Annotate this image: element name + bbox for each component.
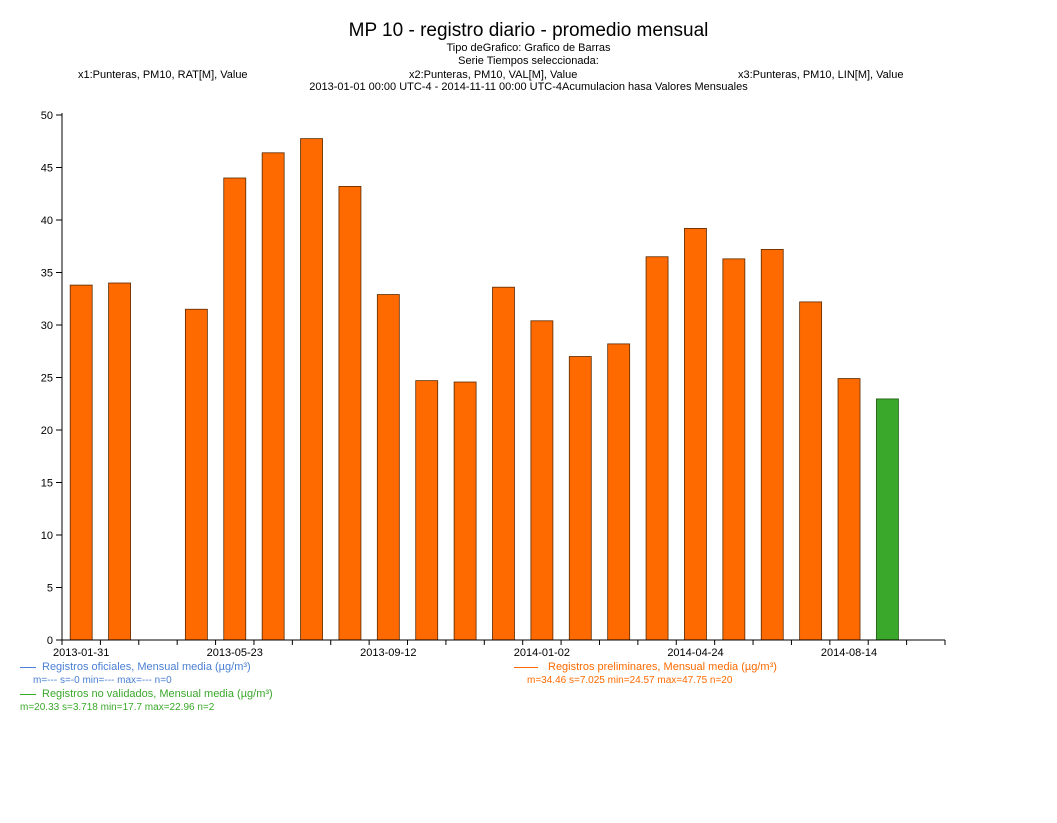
y-tick-label-40: 40 [41,215,53,227]
series-x3-label: x3:Punteras, PM10, LIN[M], Value [738,69,904,81]
bar-preliminary-2013-06 [261,152,285,641]
bar-preliminary-2014-02 [568,356,592,641]
bar-preliminary-2014-05 [684,227,707,641]
x-tick-label-2013-09-12: 2013-09-12 [360,647,416,659]
series-x2-label: x2:Punteras, PM10, VAL[M], Value [409,69,578,81]
x-tick-label-2013-05-23: 2013-05-23 [207,647,263,659]
x-tick-label-2014-04-24: 2014-04-24 [667,647,723,659]
series-x1-label: x1:Punteras, PM10, RAT[M], Value [78,69,248,81]
bar-preliminary-2014-04 [645,256,669,641]
x-tick-label-2013-01-31: 2013-01-31 [53,647,109,659]
bar-preliminary-2014-09 [837,378,861,641]
legend-official-label: Registros oficiales, Mensual media (µg/m… [42,661,251,673]
bar-preliminary-2014-06 [722,258,746,641]
bar-preliminary-2013-08 [338,185,362,641]
y-tick-label-35: 35 [41,268,53,280]
bar-preliminary-2013-04 [184,308,208,641]
series-selected-line: Serie Tiempos seleccionada: [458,55,599,67]
y-tick-label-5: 5 [47,583,53,595]
bar-preliminary-2013-07 [300,138,323,641]
legend-official: Registros oficiales, Mensual media (µg/m… [20,661,251,673]
x-tick-label-2014-08-14: 2014-08-14 [821,647,877,659]
legend-not-validated-swatch [20,693,36,695]
y-tick-label-30: 30 [41,320,53,332]
legend-preliminary: Registros preliminares, Mensual media (µ… [514,661,777,673]
y-tick-label-0: 0 [47,635,53,647]
bar-preliminary-2014-07 [760,248,784,641]
legend-preliminary-swatch [514,666,538,668]
y-tick-label-50: 50 [41,110,53,122]
legend-official-stats: m=--- s=-0 min=--- max=--- n=0 [33,675,172,686]
bar-preliminary-2013-12 [492,286,515,641]
chart-type-line: Tipo deGrafico: Grafico de Barras [446,42,611,54]
bar-preliminary-2014-01 [530,320,554,641]
bar-preliminary-2014-03 [607,343,631,641]
y-tick-label-45: 45 [41,163,53,175]
legend-not-validated-label: Registros no validados, Mensual media (µ… [42,688,273,700]
chart-title: MP 10 - registro diario - promedio mensu… [348,20,709,41]
legend-preliminary-label: Registros preliminares, Mensual media (µ… [548,661,777,673]
x-tick-label-2014-01-02: 2014-01-02 [514,647,570,659]
bar-preliminary-2013-01 [69,284,93,641]
bar-not-validated-2014-10 [876,398,899,641]
y-tick-label-15: 15 [41,478,53,490]
bar-preliminary-2013-05 [223,177,247,641]
legend-not-validated: Registros no validados, Mensual media (µ… [20,688,273,700]
bar-preliminary-2013-10 [415,380,439,641]
date-range-line: 2013-01-01 00:00 UTC-4 - 2014-11-11 00:0… [309,81,748,93]
legend-preliminary-stats: m=34.46 s=7.025 min=24.57 max=47.75 n=20 [527,675,733,686]
y-tick-label-10: 10 [41,530,53,542]
legend-official-swatch [20,666,36,668]
bar-preliminary-2013-09 [376,294,400,641]
y-tick-label-20: 20 [41,425,53,437]
bar-preliminary-2014-08 [799,301,823,641]
y-tick-label-25: 25 [41,373,53,385]
bar-preliminary-2013-11 [453,381,477,641]
legend-not-validated-stats: m=20.33 s=3.718 min=17.7 max=22.96 n=2 [20,702,215,713]
bar-preliminary-2013-02 [108,282,131,641]
